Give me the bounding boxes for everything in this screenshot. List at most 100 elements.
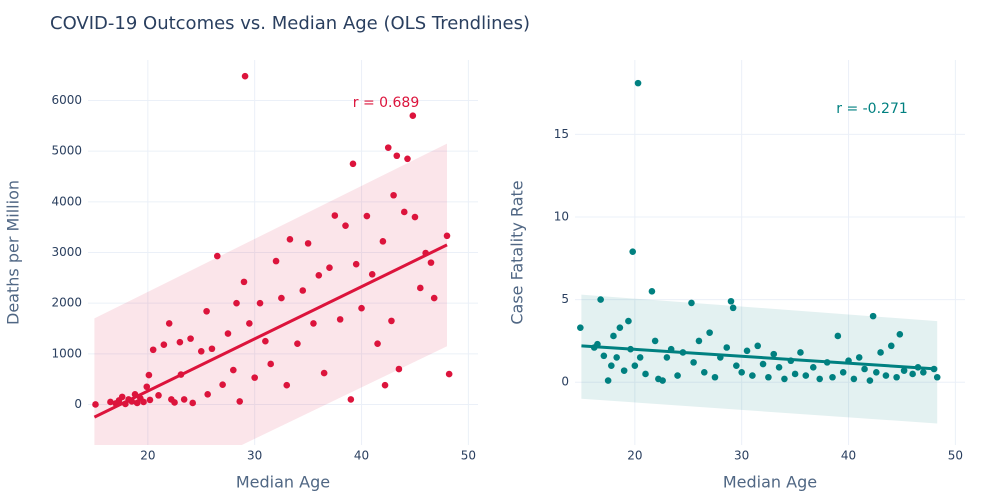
scatter-point — [896, 330, 904, 338]
scatter-point — [729, 304, 737, 312]
scatter-point — [251, 374, 258, 381]
scatter-point — [743, 347, 751, 355]
scatter-point — [770, 350, 778, 358]
scatter-point — [347, 396, 355, 403]
scatter-point — [388, 317, 395, 325]
scatter-point — [791, 370, 799, 378]
scatter-point — [278, 294, 285, 302]
scatter-point — [781, 375, 788, 383]
x-tick-label: 40 — [354, 449, 369, 463]
scatter-point — [839, 368, 847, 376]
scatter-point — [143, 383, 151, 391]
scatter-point — [315, 271, 323, 279]
scatter-point — [850, 375, 858, 383]
scatter-point — [349, 160, 357, 168]
scatter-point — [700, 368, 708, 376]
x-tick-label: 20 — [627, 449, 642, 463]
scatter-point — [411, 213, 419, 221]
scatter-point — [358, 304, 365, 312]
scatter-point — [690, 359, 697, 366]
scatter-point — [140, 398, 147, 406]
y-tick-label: 6000 — [51, 93, 82, 107]
scatter-point — [256, 299, 264, 307]
confidence-band — [94, 143, 448, 445]
scatter-point — [620, 367, 628, 374]
scatter-point — [272, 257, 280, 265]
scatter-point — [759, 360, 767, 368]
scatter-point — [613, 354, 620, 361]
scatter-point — [909, 370, 916, 378]
scatter-point — [629, 248, 636, 255]
y-tick-label: 2000 — [51, 296, 82, 310]
scatter-point — [310, 320, 317, 327]
scatter-point — [283, 381, 291, 389]
plot-area — [92, 72, 453, 445]
scatter-point — [299, 287, 307, 294]
scatter-point — [597, 296, 604, 303]
scatter-point — [384, 144, 392, 151]
scatter-point — [727, 297, 735, 305]
x-tick-label: 30 — [734, 449, 749, 463]
trendline — [581, 344, 938, 371]
scatter-point — [577, 324, 584, 331]
y-tick-label: 5000 — [51, 144, 82, 158]
scatter-point — [749, 372, 756, 379]
scatter-point — [400, 208, 408, 216]
scatter-point — [802, 372, 810, 379]
annotation: r = -0.271 — [836, 101, 908, 117]
scatter-point — [933, 373, 941, 381]
scatter-point — [390, 191, 397, 199]
scatter-point — [246, 320, 253, 327]
scatter-point — [754, 342, 762, 350]
scatter-point — [304, 240, 312, 247]
plot-area — [577, 79, 941, 424]
x-tick-label: 30 — [247, 449, 262, 463]
y-tick-label: 15 — [554, 127, 569, 141]
scatter-point — [427, 259, 435, 266]
scatter-point — [765, 373, 772, 381]
scatter-point — [160, 341, 168, 348]
x-tick-label: 50 — [461, 449, 476, 463]
scatter-point — [224, 330, 232, 337]
scatter-point — [149, 346, 157, 354]
scatter-point — [797, 349, 804, 356]
x-axis-title: Median Age — [723, 473, 817, 492]
scatter-point — [651, 337, 659, 345]
scatter-point — [393, 152, 401, 160]
scatter-point — [236, 398, 244, 405]
scatter-point — [616, 324, 624, 331]
scatter-point — [267, 360, 275, 368]
scatter-point — [443, 232, 451, 240]
scatter-point — [631, 362, 639, 369]
scatter-point — [326, 264, 333, 271]
y-axis-title: Deaths per Million — [4, 180, 23, 325]
scatter-point — [294, 340, 301, 347]
scatter-point — [445, 370, 453, 378]
scatter-point — [829, 373, 836, 381]
scatter-point — [866, 377, 874, 384]
scatter-point — [642, 370, 649, 378]
scatter-point — [674, 372, 681, 379]
scatter-point — [688, 299, 695, 307]
trendline — [93, 243, 448, 419]
x-tick-label: 40 — [841, 449, 856, 463]
chart-title: COVID-19 Outcomes vs. Median Age (OLS Tr… — [50, 13, 530, 34]
scatter-point — [409, 112, 417, 120]
scatter-point — [155, 392, 162, 399]
scatter-point — [379, 238, 387, 245]
scatter-point — [600, 352, 608, 360]
y-tick-label: 4000 — [51, 194, 82, 208]
scatter-point — [230, 366, 237, 374]
scatter-point — [342, 222, 349, 229]
x-tick-label: 20 — [140, 449, 155, 463]
scatter-point — [877, 349, 884, 356]
scatter-point — [240, 278, 248, 286]
y-tick-label: 0 — [561, 375, 569, 389]
scatter-point — [834, 332, 842, 340]
scatter-point — [893, 373, 900, 381]
scatter-point — [395, 365, 403, 373]
scatter-point — [711, 373, 719, 381]
scatter-point — [869, 312, 877, 320]
scatter-point — [189, 399, 197, 407]
scatter-point — [208, 345, 216, 353]
